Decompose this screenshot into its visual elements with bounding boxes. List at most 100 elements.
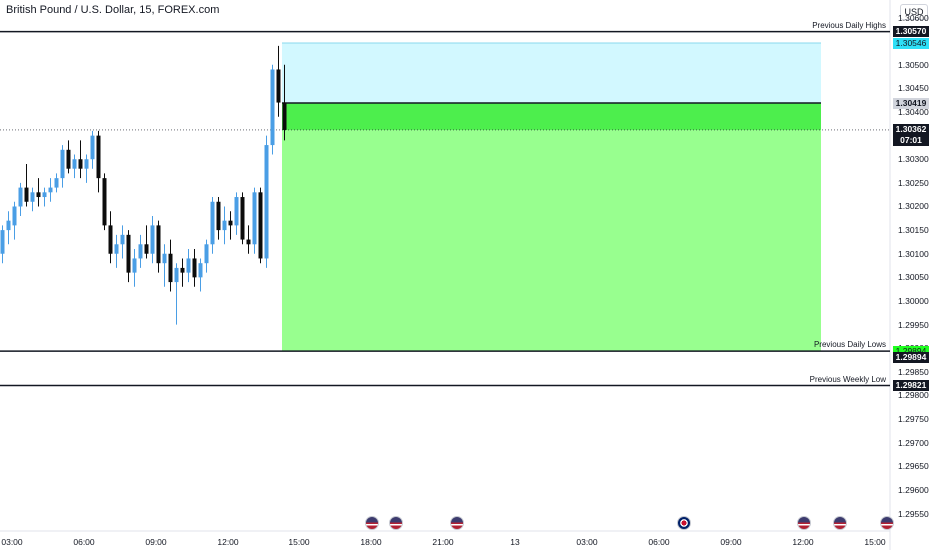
candle-body-1 bbox=[6, 220, 11, 231]
level-label-1: Previous Daily Lows bbox=[813, 340, 886, 350]
candle-body-21 bbox=[126, 234, 131, 273]
candle-body-8 bbox=[48, 187, 53, 193]
candle-body-40 bbox=[240, 197, 245, 240]
y-tick-20: 1.29600 bbox=[898, 484, 929, 495]
candle-body-24 bbox=[144, 244, 149, 254]
candle-body-19 bbox=[114, 244, 119, 254]
uk-flag-icon-3[interactable] bbox=[677, 516, 691, 530]
candle-body-26 bbox=[156, 225, 161, 264]
candle-body-25 bbox=[150, 225, 155, 254]
candle-body-15 bbox=[90, 135, 95, 160]
y-tick-13: 1.29950 bbox=[898, 319, 929, 330]
us-flag-icon-6[interactable] bbox=[880, 516, 894, 530]
candle-body-17 bbox=[102, 178, 107, 226]
y-tick-0: 1.30600 bbox=[898, 12, 929, 23]
candle-body-31 bbox=[186, 258, 191, 273]
x-tick-3: 12:00 bbox=[217, 537, 239, 547]
candle-body-10 bbox=[60, 149, 65, 179]
level-label-2: Previous Weekly Low bbox=[809, 374, 886, 384]
candle-body-44 bbox=[264, 145, 269, 259]
y-tick-16: 1.29800 bbox=[898, 390, 929, 401]
us-flag-icon-0[interactable] bbox=[365, 516, 379, 530]
x-tick-12: 15:00 bbox=[864, 537, 886, 547]
candle-body-36 bbox=[216, 201, 221, 231]
candle-body-41 bbox=[246, 239, 251, 245]
y-tick-18: 1.29700 bbox=[898, 437, 929, 448]
candle-body-3 bbox=[18, 187, 23, 207]
candle-body-23 bbox=[138, 244, 143, 259]
candle-body-4 bbox=[24, 187, 29, 202]
x-tick-0: 03:00 bbox=[1, 537, 23, 547]
candle-body-43 bbox=[258, 192, 263, 259]
price-badge-3: 1.30362 bbox=[893, 124, 929, 136]
us-flag-icon-2[interactable] bbox=[450, 516, 464, 530]
candle-body-22 bbox=[132, 258, 137, 273]
x-tick-1: 06:00 bbox=[73, 537, 95, 547]
y-tick-2: 1.30500 bbox=[898, 59, 929, 70]
y-tick-11: 1.30050 bbox=[898, 272, 929, 283]
candle-body-28 bbox=[168, 253, 173, 283]
y-tick-21: 1.29550 bbox=[898, 508, 929, 519]
y-tick-6: 1.30300 bbox=[898, 154, 929, 165]
y-tick-12: 1.30000 bbox=[898, 295, 929, 306]
x-tick-7: 13 bbox=[510, 537, 520, 547]
x-tick-9: 06:00 bbox=[648, 537, 670, 547]
x-tick-11: 12:00 bbox=[792, 537, 814, 547]
y-tick-19: 1.29650 bbox=[898, 461, 929, 472]
candle-body-35 bbox=[210, 201, 215, 245]
candle-body-45 bbox=[270, 69, 275, 146]
us-flag-icon-1[interactable] bbox=[389, 516, 403, 530]
price-badge-1: 1.30546 bbox=[893, 37, 929, 49]
candle-body-34 bbox=[204, 244, 209, 264]
y-tick-7: 1.30250 bbox=[898, 177, 929, 188]
candle-body-5 bbox=[30, 192, 35, 202]
candle-body-18 bbox=[108, 225, 113, 254]
countdown-badge: 07:01 bbox=[893, 134, 929, 146]
candle-body-42 bbox=[252, 192, 257, 245]
candle-body-14 bbox=[84, 159, 89, 169]
take-profit-zone bbox=[282, 129, 821, 352]
x-tick-6: 21:00 bbox=[432, 537, 454, 547]
us-flag-icon-4[interactable] bbox=[797, 516, 811, 530]
x-tick-10: 09:00 bbox=[720, 537, 742, 547]
candle-body-29 bbox=[174, 267, 179, 283]
price-badge-6: 1.29821 bbox=[893, 380, 929, 392]
level-label-0: Previous Daily Highs bbox=[812, 20, 886, 30]
stop-loss-zone bbox=[282, 43, 821, 104]
y-tick-9: 1.30150 bbox=[898, 225, 929, 236]
price-badge-2: 1.30419 bbox=[893, 97, 929, 109]
candle-body-20 bbox=[120, 234, 125, 245]
price-badge-0: 1.30570 bbox=[893, 26, 929, 38]
candle-body-38 bbox=[228, 220, 233, 226]
open-profit-zone bbox=[282, 103, 821, 130]
candle-body-7 bbox=[42, 192, 47, 198]
candle-body-33 bbox=[198, 263, 203, 278]
x-tick-2: 09:00 bbox=[145, 537, 167, 547]
candle-body-46 bbox=[276, 69, 281, 103]
candle-body-11 bbox=[66, 149, 71, 169]
currency-button[interactable]: USD bbox=[900, 4, 928, 20]
y-tick-8: 1.30200 bbox=[898, 201, 929, 212]
candle-body-6 bbox=[36, 192, 41, 198]
candle-body-2 bbox=[12, 206, 17, 226]
x-tick-4: 15:00 bbox=[288, 537, 310, 547]
y-tick-15: 1.29850 bbox=[898, 366, 929, 377]
candle-body-12 bbox=[72, 159, 77, 169]
candle-body-16 bbox=[96, 135, 101, 179]
price-badge-4: 1.29894 bbox=[893, 345, 929, 357]
y-tick-10: 1.30100 bbox=[898, 248, 929, 259]
chart-title: British Pound / U.S. Dollar, 15, FOREX.c… bbox=[6, 4, 220, 16]
candle-body-47 bbox=[282, 102, 287, 130]
y-tick-4: 1.30400 bbox=[898, 106, 929, 117]
price-badge-5: 1.29894 bbox=[893, 351, 929, 363]
x-tick-5: 18:00 bbox=[360, 537, 382, 547]
candle-body-39 bbox=[234, 197, 239, 226]
candle-body-13 bbox=[78, 159, 83, 169]
candle-body-27 bbox=[162, 253, 167, 264]
us-flag-icon-5[interactable] bbox=[833, 516, 847, 530]
candle-body-0 bbox=[0, 230, 5, 254]
candle-body-30 bbox=[180, 267, 185, 273]
y-tick-17: 1.29750 bbox=[898, 414, 929, 425]
y-tick-3: 1.30450 bbox=[898, 83, 929, 94]
